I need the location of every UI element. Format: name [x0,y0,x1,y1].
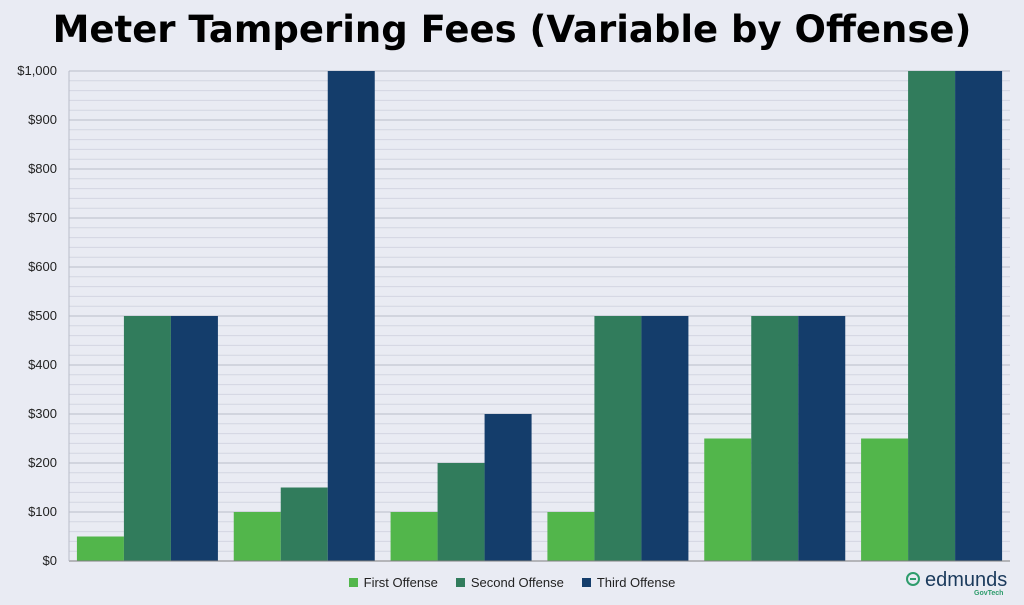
gridlines [69,70,1010,552]
bar-first-offense [390,512,438,561]
bar-first-offense [547,512,595,561]
legend-item: First Offense [348,575,438,590]
legend-label: Second Offense [470,575,564,590]
logo-name: edmunds [925,569,1008,591]
y-tick-label: $600 [28,259,57,274]
y-tick-label: $0 [43,553,57,568]
edmunds-logo: edmunds GovTech [906,569,1016,602]
y-tick-label: $900 [28,112,57,127]
y-tick-label: $1,000 [17,63,57,78]
bar-third-offense [798,316,846,561]
legend-item: Second Offense [455,575,564,590]
legend-swatch [348,578,358,587]
bar-first-offense [76,536,124,561]
legend-item: Third Offense [581,575,676,590]
y-tick-label: $100 [28,504,57,519]
y-tick-label: $400 [28,357,57,372]
y-tick-label: $500 [28,308,57,323]
bar-second-offense [123,316,171,561]
y-axis-ticks: $0 $100 $200 $300 $400 $500 $600 $700 $800 $900 $1… [17,63,57,568]
bar-third-offense [327,71,375,561]
edmunds-logo-icon [906,572,920,586]
bar-second-offense [437,463,485,561]
bar-first-offense [233,512,281,561]
bar-third-offense [170,316,218,561]
bar-second-offense [594,316,642,561]
y-tick-label: $300 [28,406,57,421]
y-tick-label: $800 [28,161,57,176]
y-tick-label: $200 [28,455,57,470]
bar-third-offense [955,71,1003,561]
y-tick-label: $700 [28,210,57,225]
bar-second-offense [751,316,799,561]
legend-swatch [455,578,465,587]
bar-third-offense [484,414,532,561]
bar-second-offense [280,487,328,561]
bar-second-offense [908,71,956,561]
legend-label: First Offense [363,575,438,590]
bar-first-offense [704,438,752,561]
legend-label: Third Offense [596,575,676,590]
bar-third-offense [641,316,689,561]
bar-first-offense [861,438,909,561]
legend: First Offense Second Offense Third Offense [0,575,1024,590]
logo-subtitle: GovTech [974,590,1004,597]
axes [68,71,1010,562]
bars [76,71,1003,561]
legend-swatch [581,578,591,587]
chart-title: Meter Tampering Fees (Variable by Offens… [52,8,972,51]
